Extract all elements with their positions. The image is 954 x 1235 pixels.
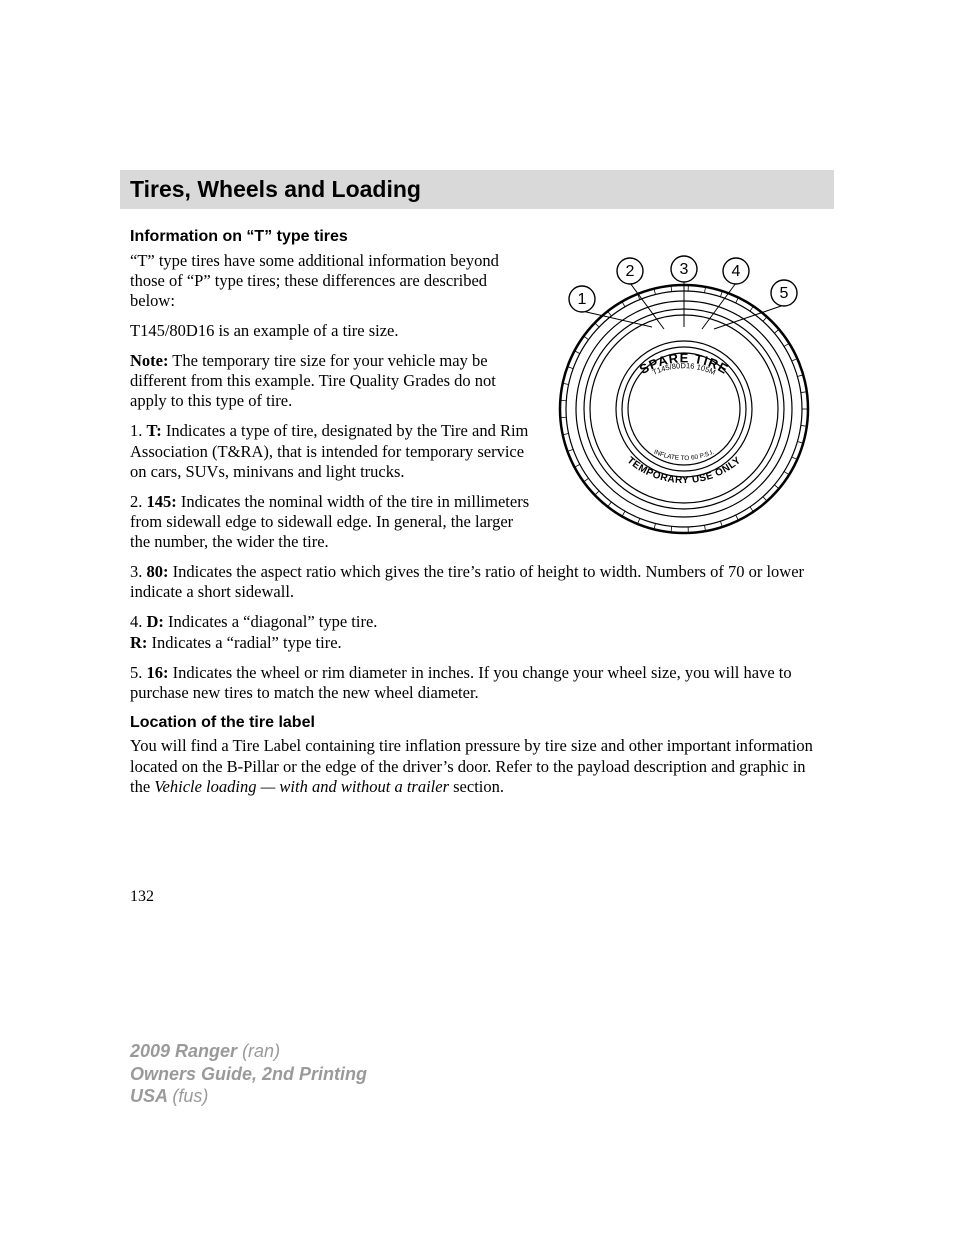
item4-body: Indicates a “diagonal” type tire. [164,612,378,631]
note-body: The temporary tire size for your vehicle… [130,351,496,410]
footer-model-code: (ran) [242,1041,280,1061]
item3-bold: 80: [147,562,169,581]
footer-region: USA [130,1086,172,1106]
callout-label-4: 4 [732,263,741,280]
footer-guide: Owners Guide, 2nd Printing [130,1064,367,1084]
item4b-bold: R: [130,633,147,652]
p-item-3: 3. 80: Indicates the aspect ratio which … [130,562,824,602]
footer-region-code: (fus) [172,1086,208,1106]
item3-body: Indicates the aspect ratio which gives t… [130,562,804,601]
subheading-t-type: Information on “T” type tires [130,227,824,247]
item4-num: 4. [130,612,147,631]
p-item-5: 5. 16: Indicates the wheel or rim diamet… [130,663,824,703]
item2-num: 2. [130,492,147,511]
footer: 2009 Ranger (ran) Owners Guide, 2nd Prin… [130,1040,367,1108]
p-location-italic: Vehicle loading — with and without a tra… [154,777,449,796]
callout-label-3: 3 [680,261,689,278]
p-item-4: 4. D: Indicates a “diagonal” type tire. [130,612,824,632]
item2-body: Indicates the nominal width of the tire … [130,492,529,551]
callout-label-1: 1 [578,291,587,308]
item1-num: 1. [130,421,147,440]
p-item-4b: R: Indicates a “radial” type tire. [130,633,824,653]
item4b-body: Indicates a “radial” type tire. [147,633,341,652]
note-label: Note: [130,351,168,370]
spare-tire-diagram: SPARE TIRE T145/80D16 105M TEMPORARY USE… [544,251,824,531]
item1-body: Indicates a type of tire, designated by … [130,421,528,480]
section-header: Tires, Wheels and Loading [120,170,834,209]
item3-num: 3. [130,562,147,581]
callout-label-2: 2 [626,263,635,280]
p-location-b: section. [449,777,504,796]
item1-bold: T: [147,421,162,440]
item4-bold: D: [147,612,164,631]
item5-body: Indicates the wheel or rim diameter in i… [130,663,792,702]
callout-label-5: 5 [780,285,789,302]
item5-bold: 16: [147,663,169,682]
page-number: 132 [130,887,824,907]
item2-bold: 145: [147,492,177,511]
p-location: You will find a Tire Label containing ti… [130,736,824,796]
footer-model: 2009 Ranger [130,1041,242,1061]
subheading-location: Location of the tire label [130,713,824,733]
item5-num: 5. [130,663,147,682]
